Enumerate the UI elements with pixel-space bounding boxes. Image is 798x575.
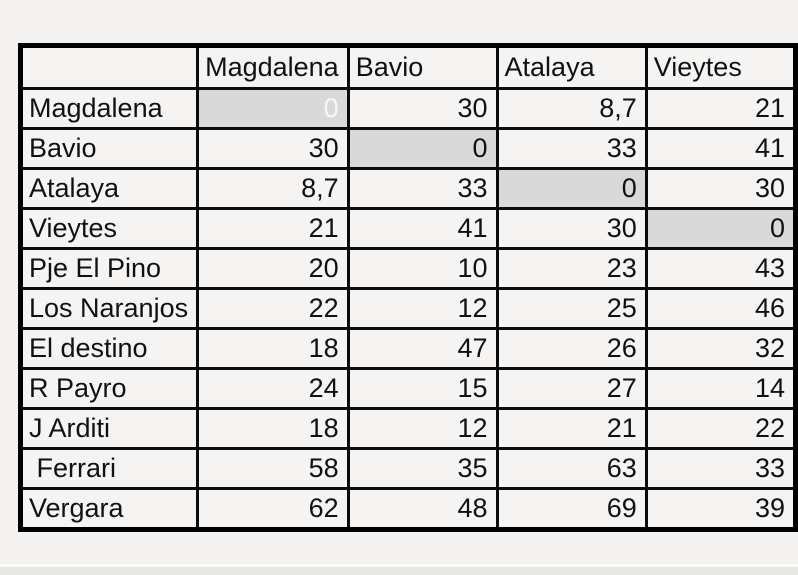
table-row: Vergara 62 48 69 39: [18, 487, 798, 531]
distance-cell: 22: [196, 287, 350, 330]
row-label: Ferrari: [18, 447, 200, 490]
distance-cell: 58: [196, 447, 350, 490]
distance-cell: 46: [644, 287, 798, 330]
distance-cell: 48: [346, 487, 499, 531]
distance-cell: 20: [196, 247, 350, 290]
distance-cell: 35: [346, 447, 499, 490]
diagonal-cell: 0: [644, 207, 798, 250]
column-header: Atalaya: [495, 44, 648, 90]
distance-cell: 8,7: [495, 87, 648, 130]
distance-cell: 69: [495, 487, 648, 531]
distance-cell: 10: [346, 247, 499, 290]
distance-cell: 39: [644, 487, 798, 531]
distance-cell: 25: [495, 287, 648, 330]
distance-cell: 62: [196, 487, 350, 531]
distance-cell: 41: [346, 207, 499, 250]
distance-cell: 21: [495, 407, 648, 450]
diagonal-cell: 0: [495, 167, 648, 210]
distance-cell: 30: [495, 207, 648, 250]
distance-cell: 30: [644, 167, 798, 210]
row-label: J Arditi: [18, 407, 200, 450]
row-label: R Payro: [18, 367, 200, 410]
distance-cell: 21: [644, 87, 798, 130]
table-row: Ferrari 58 35 63 33: [18, 447, 798, 490]
distance-cell: 14: [644, 367, 798, 410]
distance-cell: 18: [196, 407, 350, 450]
distance-cell: 30: [196, 127, 350, 170]
distance-cell: 33: [346, 167, 499, 210]
table-row: R Payro 24 15 27 14: [18, 367, 798, 410]
table-row: El destino 18 47 26 32: [18, 327, 798, 370]
distance-cell: 47: [346, 327, 499, 370]
row-label: Bavio: [18, 127, 200, 170]
row-label: El destino: [18, 327, 200, 370]
distance-cell: 43: [644, 247, 798, 290]
table-row: J Arditi 18 12 21 22: [18, 407, 798, 450]
distance-cell: 33: [495, 127, 648, 170]
distance-cell: 30: [346, 87, 499, 130]
page-bottom-edge: [0, 564, 798, 575]
distance-cell: 27: [495, 367, 648, 410]
row-label: Vieytes: [18, 207, 200, 250]
distance-cell: 33: [644, 447, 798, 490]
row-label: Magdalena: [18, 87, 200, 130]
table-body: Magdalena 0 30 8,7 21 Bavio 30 0 33 41 Atalaya 8,7 3…: [18, 87, 798, 531]
header-row: Magdalena Bavio Atalaya Vieytes: [18, 44, 798, 90]
column-header: Bavio: [346, 44, 499, 90]
row-label: Vergara: [18, 487, 200, 531]
diagonal-cell: 0: [346, 127, 499, 170]
distance-cell: 23: [495, 247, 648, 290]
distance-cell: 41: [644, 127, 798, 170]
table-row: Bavio 30 0 33 41: [18, 127, 798, 170]
distance-cell: 15: [346, 367, 499, 410]
table-row: Vieytes 21 41 30 0: [18, 207, 798, 250]
distance-cell: 18: [196, 327, 350, 370]
row-label: Atalaya: [18, 167, 200, 210]
distance-cell: 63: [495, 447, 648, 490]
corner-header-cell: [18, 44, 200, 90]
distance-cell: 24: [196, 367, 350, 410]
column-header: Magdalena: [196, 44, 350, 90]
distance-cell: 26: [495, 327, 648, 370]
table-row: Magdalena 0 30 8,7 21: [18, 87, 798, 130]
diagonal-cell: 0: [196, 87, 350, 130]
table-row: Atalaya 8,7 33 0 30: [18, 167, 798, 210]
distance-cell: 12: [346, 407, 499, 450]
table-row: Los Naranjos 22 12 25 46: [18, 287, 798, 330]
distance-cell: 12: [346, 287, 499, 330]
distance-cell: 21: [196, 207, 350, 250]
distance-cell: 8,7: [196, 167, 350, 210]
row-label: Pje El Pino: [18, 247, 200, 290]
column-header: Vieytes: [644, 44, 798, 90]
table-row: Pje El Pino 20 10 23 43: [18, 247, 798, 290]
row-label: Los Naranjos: [18, 287, 200, 330]
distance-cell: 22: [644, 407, 798, 450]
distance-cell: 32: [644, 327, 798, 370]
distance-matrix-table: Magdalena Bavio Atalaya Vieytes Magdalena 0 3…: [18, 43, 798, 532]
